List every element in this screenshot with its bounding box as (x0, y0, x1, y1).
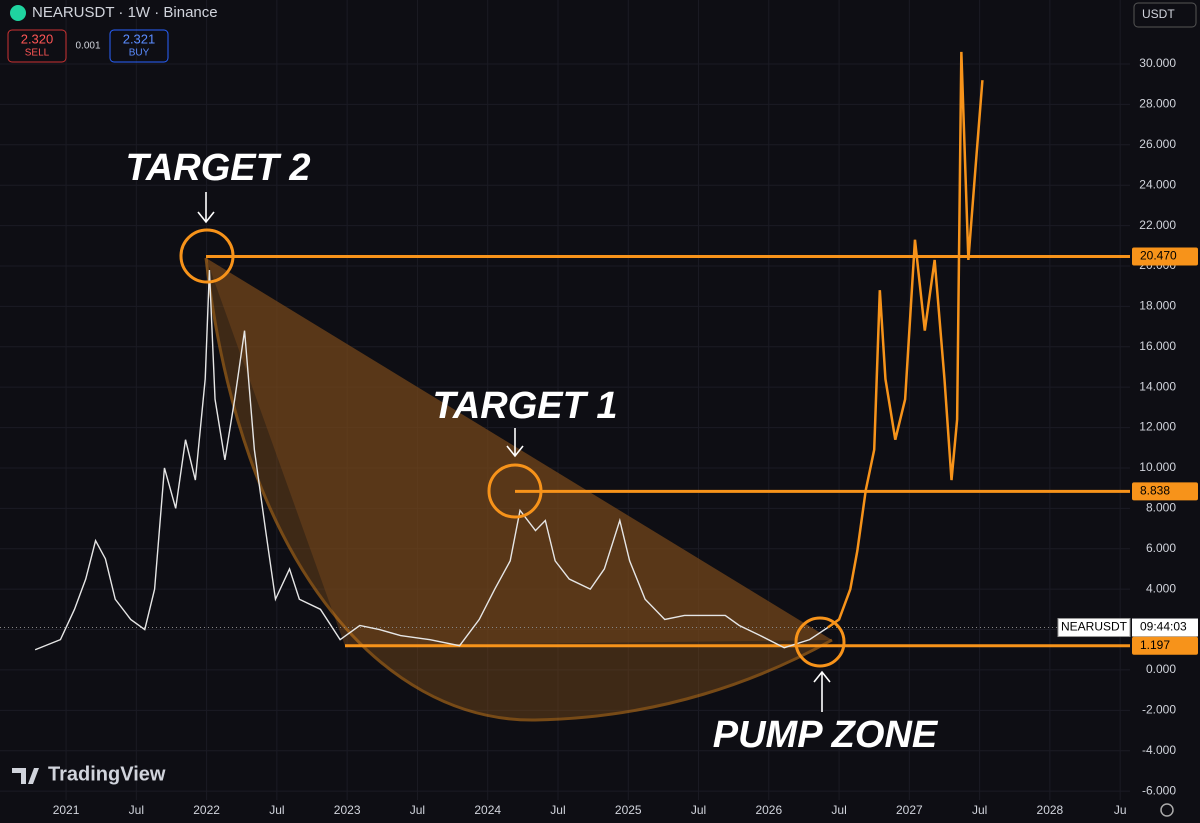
y-tick-label: 8.000 (1146, 501, 1176, 515)
symbol-tag-text: NEARUSDT (1061, 620, 1128, 634)
level-label: 1.197 (1140, 638, 1170, 652)
x-tick-label: Jul (691, 803, 706, 817)
y-tick-label: 12.000 (1139, 420, 1176, 434)
target-circle (179, 228, 235, 284)
y-tick-label: 30.000 (1139, 56, 1176, 70)
axes: 30.00028.00026.00024.00022.00020.00018.0… (53, 56, 1198, 817)
y-tick-label: -4.000 (1142, 743, 1176, 757)
level-tag (1132, 482, 1198, 501)
x-tick-label: 2028 (1037, 803, 1064, 817)
arrows (197, 192, 831, 712)
x-tick-label: Jul (129, 803, 144, 817)
x-tick-label: Jul (831, 803, 846, 817)
price-line (827, 51, 984, 629)
countdown: 09:44:03 (1140, 620, 1187, 634)
countdown-tag (1132, 618, 1198, 637)
y-tick-label: 10.000 (1139, 460, 1176, 474)
symbol-tag (1057, 618, 1131, 638)
y-tick-label: 6.000 (1146, 541, 1176, 555)
y-tick-label: 26.000 (1139, 137, 1176, 151)
spread: 0.001 (75, 41, 100, 52)
x-tick-label: Jul (550, 803, 565, 817)
symbol-icon (10, 5, 26, 21)
buy-label: BUY (129, 48, 150, 59)
annotation: TARGET 2 (125, 147, 310, 189)
x-tick-label: 2021 (53, 803, 80, 817)
x-tick-label: 2024 (474, 803, 501, 817)
grid (0, 0, 1130, 800)
level-tag (1132, 247, 1198, 266)
y-axis-bg (1130, 0, 1200, 823)
y-tick-label: 4.000 (1146, 581, 1176, 595)
y-tick-label: 18.000 (1139, 299, 1176, 313)
currency: USDT (1142, 7, 1175, 21)
brand: TradingView (48, 763, 166, 785)
x-tick-label: 2022 (193, 803, 220, 817)
cup-curve (204, 257, 833, 722)
x-tick-label: 2026 (755, 803, 782, 817)
buy-price: 2.321 (123, 31, 156, 46)
settings-icon[interactable] (1160, 803, 1174, 817)
y-tick-label: 0.000 (1146, 662, 1176, 676)
x-tick-label: Jul (410, 803, 425, 817)
y-tick-label: 14.000 (1139, 379, 1176, 393)
x-tick-label: Ju (1114, 803, 1127, 817)
buy-button[interactable] (109, 29, 169, 63)
x-tick-label: 2025 (615, 803, 642, 817)
x-tick-label: Jul (269, 803, 284, 817)
price-line (34, 270, 829, 651)
sell-button[interactable] (7, 29, 67, 63)
annotation: PUMP ZONE (713, 714, 939, 756)
level-label: 20.470 (1140, 249, 1177, 263)
x-tick-label: Jul (972, 803, 987, 817)
currency-button[interactable] (1133, 2, 1197, 28)
y-tick-label: 28.000 (1139, 97, 1176, 111)
level-tag (1132, 636, 1198, 655)
brand-logo (12, 768, 39, 784)
sell-label: SELL (25, 48, 50, 59)
y-tick-label: 24.000 (1139, 177, 1176, 191)
symbol: NEARUSDT · 1W · Binance (32, 4, 218, 21)
sell-price: 2.320 (21, 31, 54, 46)
pump-circle (794, 616, 846, 668)
y-tick-label: -2.000 (1142, 702, 1176, 716)
level-label: 8.838 (1140, 484, 1170, 498)
x-tick-label: 2023 (334, 803, 361, 817)
x-axis-bg (0, 800, 1200, 823)
x-tick-label: 2027 (896, 803, 923, 817)
y-tick-label: -6.000 (1142, 783, 1176, 797)
target-circle (487, 463, 543, 519)
plot (0, 51, 1130, 651)
annotation: TARGET 1 (432, 385, 617, 427)
y-tick-label: 22.000 (1139, 218, 1176, 232)
y-tick-label: 16.000 (1139, 339, 1176, 353)
